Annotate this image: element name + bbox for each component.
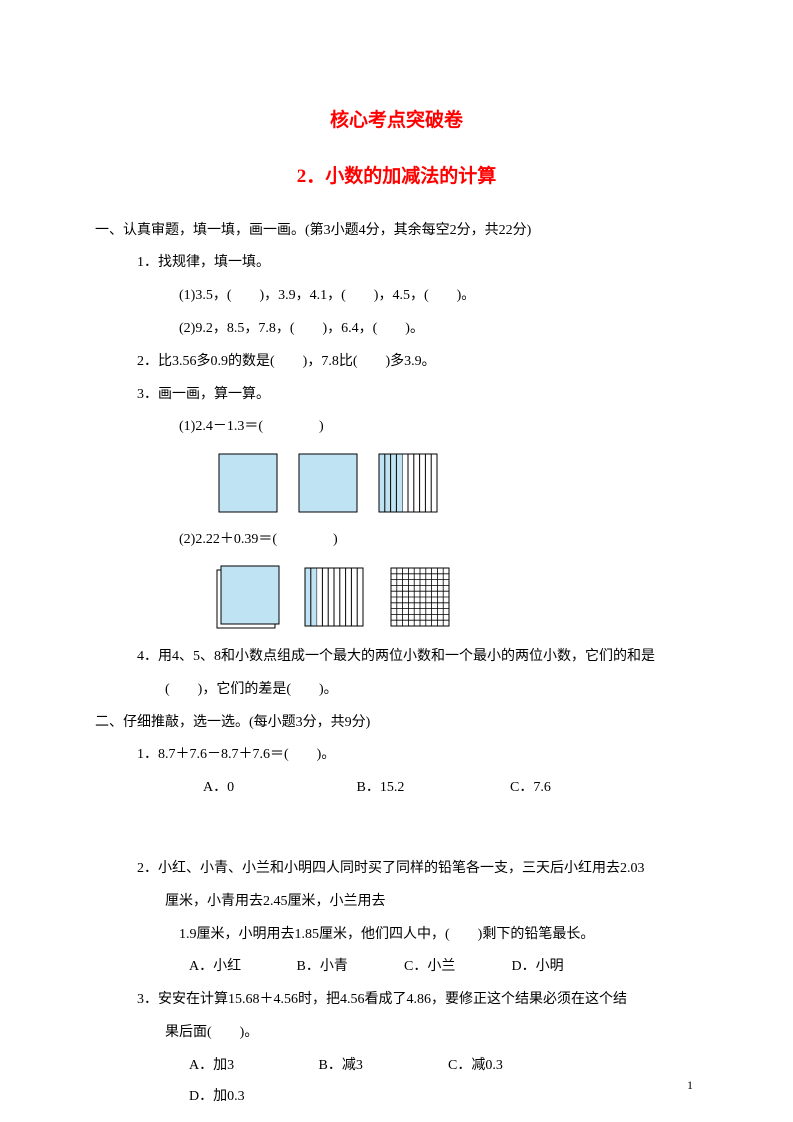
s2-q2-optC: C．小兰	[404, 952, 508, 983]
q1-a: (1)3.5，( )，3.9，4.1，( )，4.5，( )。	[95, 281, 698, 312]
q2: 2．比3.56多0.9的数是( )，7.8比( )多3.9。	[95, 347, 698, 378]
q3-a: (1)2.4－1.3＝( )	[95, 412, 698, 443]
figure-row-2	[95, 562, 698, 632]
s2-q1-head: 1．8.7＋7.6－8.7＋7.6＝( )。	[95, 740, 698, 771]
s2-q1-optB: B．15.2	[357, 773, 507, 804]
section-1-head: 一、认真审题，填一填，画一画。(第3小题4分，其余每空2分，共22分)	[95, 216, 698, 247]
title-main: 核心考点突破卷	[95, 100, 698, 142]
title-sub: 2．小数的加减法的计算	[95, 156, 698, 198]
s2-q3-optC: C．减0.3	[448, 1051, 574, 1082]
s2-q1-optC: C．7.6	[510, 773, 660, 804]
s2-q2-line3: 1.9厘米，小明用去1.85厘米，他们四人中，( )剩下的铅笔最长。	[95, 920, 698, 951]
s2-q2-line2: 厘米，小青用去2.45厘米，小兰用去	[95, 887, 698, 918]
s2-q3-optD: D．加0.3	[189, 1082, 315, 1113]
s2-q1-optA: A．0	[203, 773, 353, 804]
q3-head: 3．画一画，算一算。	[95, 380, 698, 411]
q1-head: 1．找规律，填一填。	[95, 248, 698, 279]
s2-q2-optD: D．小明	[512, 952, 616, 983]
s2-q3-line2: 果后面( )。	[95, 1018, 698, 1049]
figure-row-1	[95, 449, 698, 515]
figure-2-svg	[215, 562, 495, 632]
section-2-head: 二、仔细推敲，选一选。(每小题3分，共9分)	[95, 708, 698, 739]
page-number: 1	[687, 1072, 693, 1098]
s2-q3-optB: B．减3	[319, 1051, 445, 1082]
s2-q2-optB: B．小青	[297, 952, 401, 983]
s2-q3-line1: 3．安安在计算15.68＋4.56时，把4.56看成了4.86，要修正这个结果必…	[95, 985, 698, 1016]
s2-q3-options: A．加3 B．减3 C．减0.3 D．加0.3	[95, 1051, 698, 1113]
s2-q2-optA: A．小红	[189, 952, 293, 983]
s2-q2-line1: 2．小红、小青、小兰和小明四人同时买了同样的铅笔各一支，三天后小红用去2.03	[95, 854, 698, 885]
q1-b: (2)9.2，8.5，7.8，( )，6.4，( )。	[95, 314, 698, 345]
s2-q2-options: A．小红 B．小青 C．小兰 D．小明	[95, 952, 698, 983]
q4-line1: 4．用4、5、8和小数点组成一个最大的两位小数和一个最小的两位小数，它们的和是	[95, 642, 698, 673]
s2-q1-options: A．0 B．15.2 C．7.6	[95, 773, 698, 804]
q4-line2: ( )，它们的差是( )。	[95, 675, 698, 706]
spacer	[95, 806, 698, 854]
s2-q3-optA: A．加3	[189, 1051, 315, 1082]
figure-1-svg	[215, 449, 475, 515]
q3-b: (2)2.22＋0.39＝( )	[95, 525, 698, 556]
